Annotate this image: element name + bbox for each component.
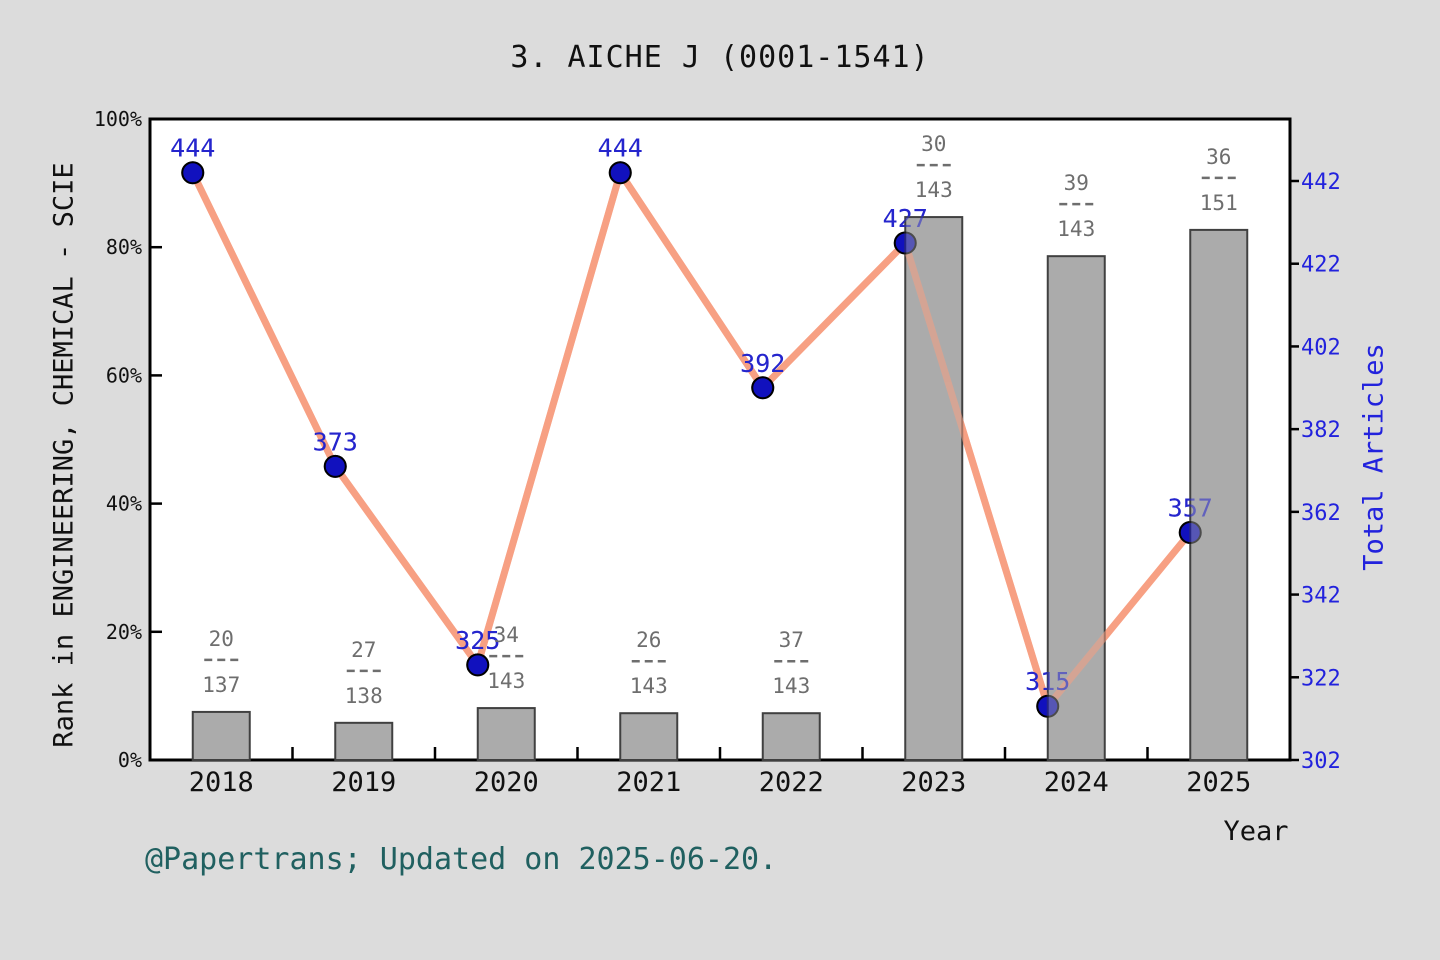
rank-bar — [191, 710, 251, 761]
data-point-label: 427 — [883, 204, 928, 233]
left-axis-tick-label: 60% — [106, 363, 142, 387]
x-axis-tick-label: 2024 — [1044, 767, 1109, 798]
right-axis-tick-label: 362 — [1301, 501, 1341, 526]
data-point — [1178, 521, 1202, 545]
data-point-label: 444 — [598, 134, 643, 163]
rank-denominator: 143 — [1057, 217, 1095, 241]
rank-numerator: 27 — [351, 638, 376, 662]
rank-bars — [191, 216, 1249, 762]
chart-title: 3. AICHE J (0001-1541) — [510, 40, 930, 75]
data-point-label: 444 — [170, 134, 215, 163]
data-point — [751, 376, 775, 400]
x-axis-tick-label: 2021 — [616, 767, 681, 798]
rank-numerator: 39 — [1064, 171, 1089, 195]
rank-bar — [1046, 255, 1106, 761]
data-point-label: 325 — [455, 626, 500, 655]
rank-denominator: 138 — [345, 684, 383, 708]
rank-bar — [1189, 228, 1249, 761]
right-axis-tick-label: 382 — [1301, 418, 1341, 443]
data-point — [466, 653, 490, 677]
left-axis-tick-label: 80% — [106, 235, 142, 259]
rank-numerator: 30 — [921, 132, 946, 156]
line-series-over: 444 373 325 444 392 427 315 357 — [170, 134, 1213, 718]
data-point-label: 444 — [170, 134, 215, 163]
right-axis-tick-label: 342 — [1301, 584, 1341, 609]
data-point-label: 315 — [1025, 667, 1070, 696]
total-articles-line — [189, 169, 1194, 710]
x-axis-tick-label: 2019 — [331, 767, 396, 798]
data-point-label: 444 — [598, 134, 643, 163]
rank-bar — [334, 721, 394, 762]
x-axis-tick-label: 2022 — [759, 767, 824, 798]
data-point-label: 373 — [313, 427, 358, 456]
x-axis-tick-label: 2020 — [474, 767, 539, 798]
x-axis-tick-label: 2025 — [1186, 767, 1251, 798]
data-point — [893, 231, 917, 255]
right-axis-tick-label: 402 — [1301, 335, 1341, 360]
left-axis-tick-label: 100% — [94, 107, 142, 131]
rank-numerator: 26 — [636, 628, 661, 652]
rank-bar — [904, 216, 964, 761]
data-point — [1036, 694, 1060, 718]
rank-denominator: 143 — [915, 178, 953, 202]
rank-denominator: 151 — [1200, 191, 1238, 215]
rank-numerator: 37 — [779, 628, 804, 652]
data-point — [608, 161, 632, 185]
rank-denominator: 143 — [772, 674, 810, 698]
data-point — [181, 161, 205, 185]
x-axis-tick-label: 2023 — [901, 767, 966, 798]
rank-denominator: 143 — [487, 669, 525, 693]
watermark-caption: @Papertrans; Updated on 2025-06-20. — [145, 842, 778, 877]
rank-numerator: 20 — [209, 627, 234, 651]
left-axis-tick-label: 0% — [118, 748, 142, 772]
x-axis-tick-label: 2018 — [189, 767, 254, 798]
rank-bar — [619, 712, 679, 761]
rank-denominator: 143 — [630, 674, 668, 698]
right-axis-tick-label: 442 — [1301, 170, 1341, 195]
right-axis-tick-label: 302 — [1301, 749, 1341, 774]
rank-bar — [761, 712, 821, 761]
right-axis-tick-label: 422 — [1301, 253, 1341, 278]
rank-numerator: 34 — [494, 623, 519, 647]
x-axis-title: Year — [1223, 816, 1289, 847]
left-axis-tick-label: 20% — [106, 620, 142, 644]
left-axis-tick-label: 40% — [106, 492, 142, 516]
rank-bar — [476, 707, 536, 761]
data-point-label: 357 — [1168, 494, 1213, 523]
rank-denominator: 137 — [202, 673, 240, 697]
data-point — [323, 454, 347, 478]
data-point-label: 392 — [740, 349, 785, 378]
right-axis-tick-label: 322 — [1301, 666, 1341, 691]
rank-fraction-labels: 20 137 27 138 34 143 26 143 37 143 30 143 39 143 36 151 — [202, 132, 1237, 708]
rank-numerator: 36 — [1206, 145, 1231, 169]
